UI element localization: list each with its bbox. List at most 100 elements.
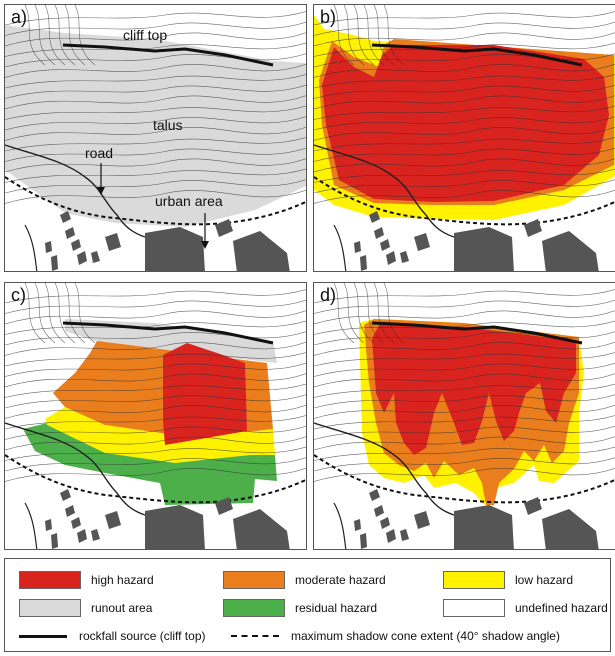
building (454, 227, 514, 271)
contour-line (314, 394, 615, 409)
contour-line (44, 283, 66, 344)
building (91, 251, 100, 263)
shadow-cone-line (5, 454, 306, 504)
contour-line (343, 283, 365, 344)
contour-line (314, 147, 615, 162)
building (215, 497, 233, 515)
contour-line (314, 116, 615, 131)
building (145, 505, 205, 549)
contour-line (5, 373, 306, 388)
contour-line (314, 137, 615, 152)
legend-swatch-residual (223, 599, 285, 617)
contour-line (373, 5, 395, 66)
contour-line (24, 283, 46, 344)
building (65, 227, 75, 239)
legend-item-low: low hazard (443, 571, 573, 589)
contour-line (5, 105, 306, 120)
panel-c: c) (4, 282, 307, 550)
building (354, 519, 361, 531)
map-svg-b (314, 5, 615, 271)
urban-area-label: urban area (155, 193, 223, 209)
shadow-cone-line (5, 176, 306, 226)
contour-line (314, 436, 615, 451)
building (380, 239, 390, 251)
road-line (5, 422, 146, 516)
building (45, 519, 52, 531)
arrow-head (97, 187, 105, 195)
contour-line (314, 158, 615, 173)
legend-item-runout: runout area (19, 599, 152, 617)
contour-line (5, 84, 306, 99)
contour-line (314, 42, 615, 57)
contour-line (314, 362, 615, 377)
building (354, 241, 361, 253)
contour-line (314, 168, 615, 183)
legend-label: residual hazard (295, 601, 378, 615)
building (360, 255, 367, 271)
high-hazard-zone (322, 45, 609, 202)
building (71, 239, 81, 251)
panel-a: a) cliff top talus road urban area (4, 4, 307, 272)
building (524, 219, 542, 237)
contour-line (34, 283, 56, 344)
contour-line (343, 5, 365, 66)
cliff-top-line (371, 43, 583, 67)
contour-line (314, 32, 615, 47)
contour-line (5, 11, 306, 26)
building (414, 233, 430, 251)
contour-line (314, 179, 615, 194)
legend-label: maximum shadow cone extent (40° shadow a… (291, 629, 560, 643)
building (400, 251, 409, 263)
contour-line (5, 63, 306, 78)
contour-line (5, 362, 306, 377)
road-line (314, 144, 455, 238)
building (542, 509, 599, 549)
cliff-top-label: cliff top (123, 27, 168, 43)
contour-line (64, 283, 86, 344)
contour-line (353, 5, 375, 66)
solid-line-symbol (19, 634, 67, 638)
contour-line (5, 425, 306, 440)
contour-line (5, 310, 306, 325)
legend-label: moderate hazard (295, 573, 386, 587)
building (233, 231, 290, 271)
contour-line (5, 331, 306, 346)
legend-item-moderate: moderate hazard (223, 571, 386, 589)
contour-line (383, 5, 405, 66)
legend-swatch-undefined (443, 599, 505, 617)
contour-line (314, 63, 615, 78)
contour-line (5, 137, 306, 152)
high-hazard-zone (163, 343, 247, 445)
contour-line (314, 320, 615, 335)
contour-line (5, 21, 306, 36)
building (233, 509, 290, 549)
building (524, 497, 542, 515)
contour-line (5, 446, 306, 461)
legend: high hazard moderate hazard low hazard r… (4, 558, 611, 652)
building (215, 219, 233, 237)
panel-label: c) (11, 285, 26, 305)
panel-label: a) (11, 7, 28, 27)
contour-line (5, 147, 306, 162)
runout-area (65, 319, 277, 363)
legend-label: low hazard (515, 573, 574, 587)
contour-line (314, 95, 615, 110)
building (77, 529, 87, 543)
contour-line (54, 5, 76, 66)
contour-line (5, 74, 306, 89)
contour-line (5, 116, 306, 131)
legend-label: high hazard (91, 573, 154, 587)
contour-line (314, 425, 615, 440)
contour-line (314, 446, 615, 461)
contour-line (5, 404, 306, 419)
contour-line (314, 21, 615, 36)
contour-line (74, 5, 96, 66)
building (542, 231, 599, 271)
building (414, 511, 430, 529)
building (380, 517, 390, 529)
contour-line (314, 11, 615, 26)
low-hazard-zone (45, 407, 275, 463)
dashed-line-symbol (231, 635, 279, 637)
contour-line (363, 5, 385, 66)
contour-line (54, 283, 76, 344)
